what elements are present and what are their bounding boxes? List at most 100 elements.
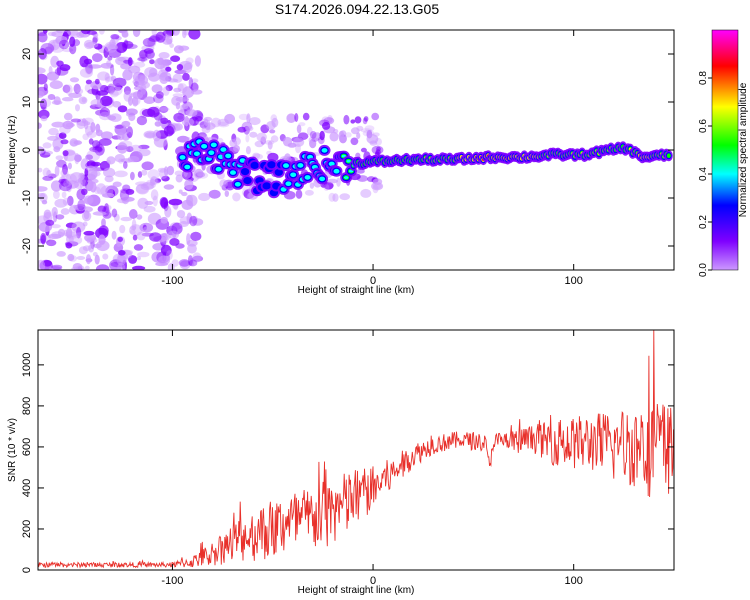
heatmap-noise-blob bbox=[260, 136, 267, 145]
heatmap-noise-blob bbox=[217, 118, 229, 127]
heatmap-noise-blob bbox=[194, 55, 201, 67]
heatmap-noise-blob bbox=[38, 259, 46, 270]
heatmap-noise-blob bbox=[97, 71, 110, 81]
heatmap-noise-blob bbox=[88, 64, 102, 69]
heatmap-noise-blob bbox=[196, 170, 204, 177]
heatmap-ridge-cell bbox=[318, 144, 331, 156]
heatmap-noise-blob bbox=[164, 205, 172, 218]
heatmap-noise-blob bbox=[52, 138, 64, 150]
heatmap-noise-blob bbox=[138, 148, 151, 157]
heatmap-noise-blob bbox=[163, 184, 175, 190]
heatmap-ridge-cell bbox=[280, 160, 292, 172]
heatmap-noise-blob bbox=[360, 188, 372, 198]
heatmap-noise-blob bbox=[132, 96, 139, 107]
heatmap-noise-blob bbox=[85, 41, 99, 49]
heatmap-noise-blob bbox=[117, 236, 123, 242]
heatmap-noise-blob bbox=[122, 69, 133, 81]
heatmap-noise-blob bbox=[186, 233, 191, 245]
heatmap-noise-blob bbox=[192, 252, 202, 263]
heatmap-noise-blob bbox=[94, 78, 100, 85]
snr-ytick-label: 1000 bbox=[21, 353, 33, 377]
heatmap-noise-blob bbox=[82, 221, 88, 227]
heatmap-ridge-cell bbox=[260, 180, 273, 192]
heatmap-noise-blob bbox=[336, 177, 341, 187]
colorbar-label: Normalized spectral amplitude bbox=[738, 82, 749, 217]
heatmap-noise-blob bbox=[152, 129, 161, 142]
heatmap-noise-blob bbox=[302, 112, 310, 121]
heatmap-noise-blob bbox=[179, 221, 189, 227]
heatmap-noise-blob bbox=[38, 67, 46, 74]
heatmap-noise-blob bbox=[110, 64, 115, 76]
heatmap-noise-blob bbox=[58, 39, 70, 50]
heatmap-noise-blob bbox=[46, 71, 60, 81]
heatmap-noise-blob bbox=[158, 52, 170, 59]
heatmap-noise-blob bbox=[86, 165, 96, 172]
heatmap-noise-blob bbox=[114, 154, 126, 163]
heatmap-noise-blob bbox=[121, 193, 130, 205]
heatmap-noise-blob bbox=[96, 98, 103, 108]
heatmap-noise-blob bbox=[90, 170, 101, 177]
heatmap-noise-blob bbox=[178, 259, 190, 267]
heatmap-noise-blob bbox=[176, 63, 184, 71]
heatmap-noise-blob bbox=[114, 170, 128, 178]
heatmap-noise-blob bbox=[43, 209, 52, 219]
heatmap-noise-blob bbox=[84, 233, 97, 242]
heatmap-noise-blob bbox=[42, 175, 54, 181]
heatmap-noise-blob bbox=[270, 135, 279, 143]
heatmap-noise-blob bbox=[92, 35, 99, 43]
heatmap-noise-blob bbox=[66, 227, 73, 239]
heatmap-noise-blob bbox=[85, 154, 93, 160]
heatmap-noise-blob bbox=[70, 118, 82, 123]
heatmap-ridge-cell bbox=[330, 165, 343, 177]
heatmap-ytick-label: 20 bbox=[21, 48, 33, 60]
heatmap-noise-blob bbox=[95, 264, 110, 270]
heatmap-noise-blob bbox=[92, 252, 98, 257]
heatmap-noise-blob bbox=[99, 107, 110, 118]
heatmap-noise-blob bbox=[68, 92, 82, 99]
heatmap-noise-blob bbox=[190, 82, 199, 92]
heatmap-noise-blob bbox=[139, 49, 148, 59]
heatmap-noise-blob bbox=[143, 226, 152, 232]
heatmap-noise-blob bbox=[245, 125, 254, 132]
heatmap-noise-blob bbox=[67, 253, 75, 262]
heatmap-noise-blob bbox=[82, 133, 89, 141]
heatmap-noise-blob bbox=[105, 76, 115, 82]
heatmap-noise-blob bbox=[147, 106, 160, 118]
heatmap-noise-blob bbox=[55, 35, 68, 45]
heatmap-ridge bbox=[176, 136, 673, 199]
heatmap-ytick-label: 0 bbox=[21, 147, 33, 153]
heatmap-noise-blob bbox=[62, 164, 68, 175]
heatmap-noise-blob bbox=[114, 124, 128, 136]
colorbar-ticks: 0.0 0.2 0.4 0.6 0.8 bbox=[698, 71, 712, 277]
heatmap-noise-blob bbox=[317, 136, 325, 145]
heatmap-noise-blob bbox=[42, 142, 52, 149]
heatmap-noise-blob bbox=[112, 77, 127, 88]
heatmap-noise-blob bbox=[182, 30, 187, 39]
heatmap-noise-blob bbox=[85, 62, 93, 74]
heatmap-noise-blob bbox=[89, 181, 97, 193]
heatmap-noise-blob bbox=[296, 124, 302, 134]
heatmap-noise-blob bbox=[141, 169, 148, 176]
heatmap-noise-blob bbox=[57, 228, 66, 237]
heatmap-noise-blob bbox=[173, 204, 178, 211]
heatmap-noise-blob bbox=[121, 31, 129, 38]
heatmap-noise-blob bbox=[123, 39, 129, 49]
heatmap-noise-blob bbox=[110, 90, 119, 98]
heatmap-noise-blob bbox=[307, 126, 313, 136]
heatmap-noise-blob bbox=[127, 155, 140, 163]
heatmap-noise-blob bbox=[112, 101, 122, 108]
heatmap-noise-blob bbox=[238, 113, 249, 121]
heatmap-noise-blob bbox=[166, 30, 175, 36]
heatmap-noise-blob bbox=[104, 175, 114, 183]
heatmap-noise-blob bbox=[126, 111, 135, 117]
heatmap-noise-blob bbox=[125, 146, 134, 153]
heatmap-noise-blob bbox=[136, 115, 148, 126]
heatmap-noise-blob bbox=[112, 181, 122, 188]
heatmap-noise-blob bbox=[293, 137, 305, 147]
heatmap-noise-blob bbox=[140, 183, 154, 191]
heatmap-noise-blob bbox=[179, 98, 189, 104]
heatmap-noise-blob bbox=[326, 178, 338, 184]
